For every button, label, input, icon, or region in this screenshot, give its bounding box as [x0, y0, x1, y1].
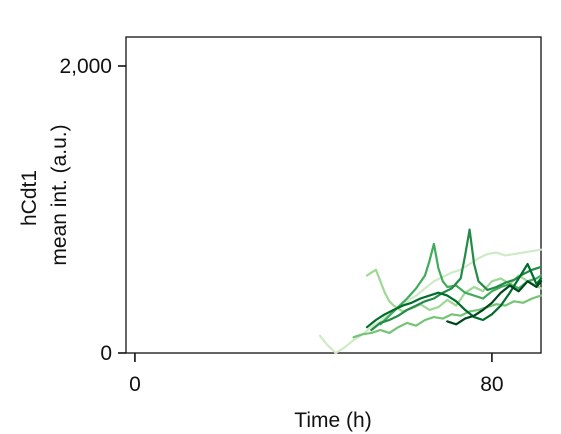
x-axis-title: Time (h) — [294, 409, 371, 432]
series-line-2 — [367, 270, 541, 312]
plot-area — [126, 37, 541, 353]
series-group — [320, 230, 541, 353]
y-tick-label-0: 0 — [100, 342, 112, 365]
y-axis-title-line-2: mean int. (a.u.) — [48, 124, 71, 265]
plot-frame — [126, 37, 541, 353]
x-tick-label-0: 0 — [129, 373, 141, 396]
y-axis-title: hCdt1 mean int. (a.u.) — [18, 124, 71, 265]
y-axis-title-line-1: hCdt1 — [18, 170, 41, 226]
x-tick-label-1: 80 — [480, 373, 503, 396]
x-axis: 0 80 — [129, 353, 504, 396]
y-tick-label-1: 2,000 — [59, 55, 112, 78]
